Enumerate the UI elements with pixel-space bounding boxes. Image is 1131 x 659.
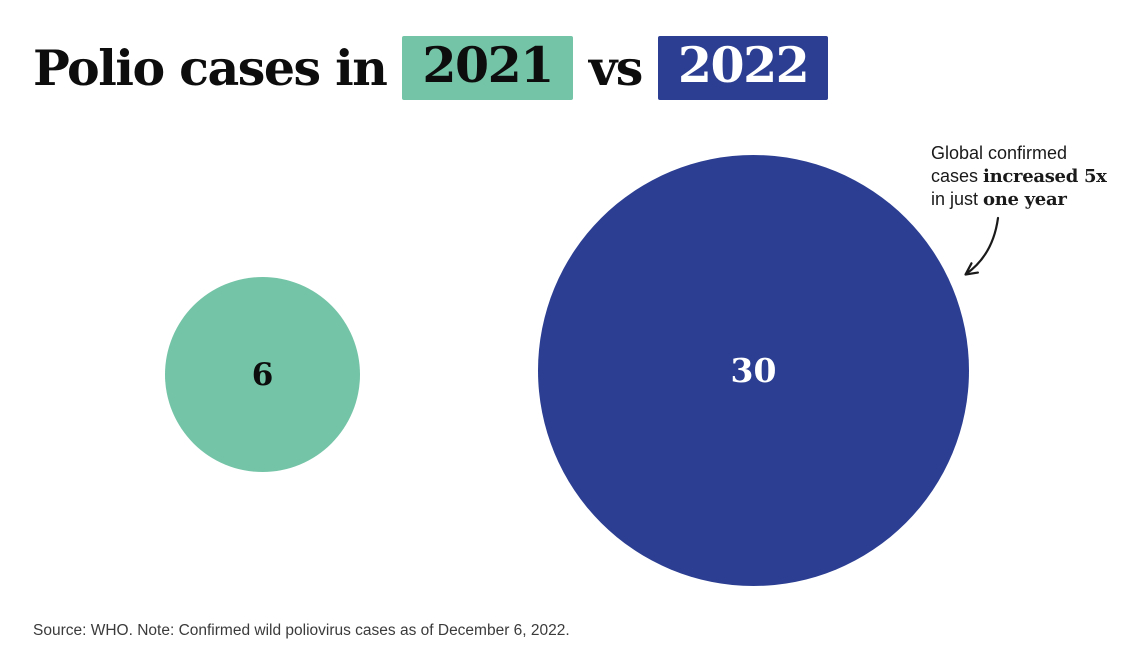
source-note: Source: WHO. Note: Confirmed wild poliov…	[33, 622, 570, 639]
curved-arrow-icon	[964, 216, 1000, 276]
title-year-chip-2022: 2022	[657, 36, 829, 100]
bubble-2022: 30	[538, 155, 969, 586]
title-prefix: Polio cases in	[33, 38, 388, 97]
bubble-2021-value: 6	[251, 356, 274, 393]
bubble-2021: 6	[165, 277, 360, 472]
annotation-line3-bold: one year	[983, 189, 1067, 210]
annotation-line3-regular: in just	[931, 189, 984, 209]
annotation-line2-regular: cases	[931, 166, 984, 186]
annotation: Global confirmed cases increased 5x in j…	[931, 142, 1131, 211]
annotation-line1: Global confirmed	[931, 143, 1068, 163]
annotation-line2-bold: increased 5x	[983, 166, 1107, 187]
title-vs: vs	[588, 38, 644, 97]
bubble-2022-value: 30	[730, 351, 777, 390]
title-year-chip-2021: 2021	[402, 36, 573, 100]
page-title: Polio cases in 2021 vs 2022	[33, 36, 829, 100]
